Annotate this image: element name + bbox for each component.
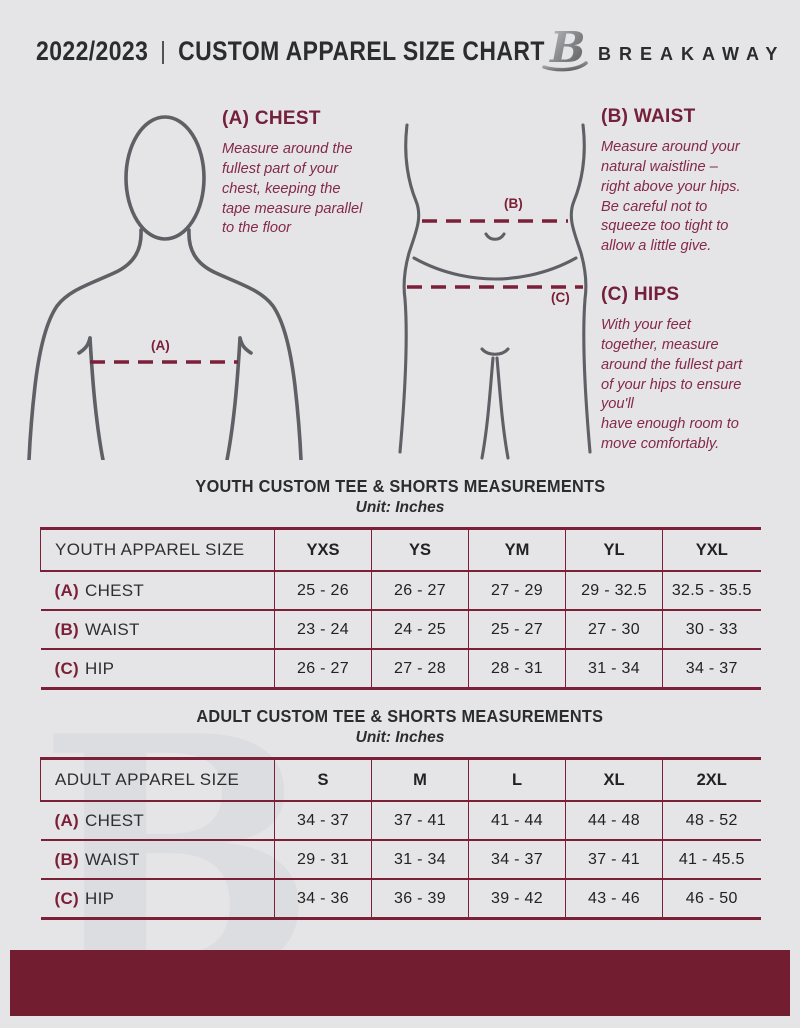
value-cell: 32.5 - 35.5 [662,571,761,611]
value-cell: 25 - 27 [468,610,566,650]
value-cell: 34 - 36 [274,879,372,919]
page-title: 2022/2023 | CUSTOM APPAREL SIZE CHART [36,36,545,67]
adult-table-header-cell: S [274,758,372,802]
chest-figure-illustration [27,115,303,460]
hips-heading: (C) HIPS [601,284,680,305]
table-row: (B) WAIST 29 - 31 31 - 34 34 - 37 37 - 41… [40,840,761,880]
value-cell: 27 - 30 [565,610,663,650]
waist-marker-label: (B) [504,196,523,211]
title-text: CUSTOM APPAREL SIZE CHART [178,36,545,66]
chest-heading: (A) CHEST [222,108,321,129]
value-cell: 44 - 48 [565,801,663,841]
waist-instructions: (B) WAIST Measure around your natural wa… [601,106,786,257]
youth-table-header-row: YOUTH APPAREL SIZE YXS YS YM YL YXL [40,528,761,572]
value-cell: 30 - 33 [662,610,761,650]
value-cell: 27 - 28 [371,649,469,689]
youth-table-header-cell: YXL [662,528,761,572]
value-cell: 34 - 37 [468,840,566,880]
value-cell: 26 - 27 [371,571,469,611]
row-label-cell: (B) WAIST [40,610,275,650]
table-row: (C) HIP 34 - 36 36 - 39 39 - 42 43 - 46 4… [41,879,761,919]
row-label: HIP [85,888,115,908]
breakaway-logo-icon: B [542,23,588,72]
value-cell: 29 - 32.5 [565,571,663,611]
row-label-cell: (A) CHEST [40,801,275,841]
adult-size-table: ADULT APPAREL SIZE S M L XL 2XL (A) CHEST… [40,757,761,920]
waist-heading: (B) WAIST [601,106,696,127]
row-label-cell: (A) CHEST [40,571,275,611]
table-row: (B) WAIST 23 - 24 24 - 25 25 - 27 27 - 30… [40,610,761,650]
value-cell: 25 - 26 [274,571,372,611]
adult-table-header-cell: L [468,758,566,802]
row-label: WAIST [85,849,140,869]
row-label-cell: (C) HIP [41,879,275,919]
value-cell: 48 - 52 [662,801,761,841]
value-cell: 27 - 29 [468,571,566,611]
value-cell: 31 - 34 [371,840,469,880]
row-marker: (C) [54,888,79,908]
row-label: WAIST [85,619,140,639]
waist-description: Measure around your natural waistline – … [601,139,741,255]
row-label: CHEST [85,580,145,600]
youth-table-header-cell: YS [371,528,469,572]
title-year: 2022/2023 [36,36,149,66]
table-row: (C) HIP 26 - 27 27 - 28 28 - 31 31 - 34 3… [41,649,761,689]
row-marker: (B) [54,619,79,639]
row-label: CHEST [85,810,145,830]
value-cell: 24 - 25 [371,610,469,650]
row-label: HIP [85,658,115,678]
value-cell: 31 - 34 [565,649,663,689]
chest-description: Measure around the fullest part of your … [222,141,363,237]
value-cell: 37 - 41 [565,840,663,880]
row-marker: (A) [54,810,79,830]
table-row: (A) CHEST 25 - 26 26 - 27 27 - 29 29 - 32… [40,571,761,611]
adult-section-unit: Unit: Inches [355,729,445,746]
value-cell: 39 - 42 [468,879,566,919]
chest-marker-label: (A) [151,338,170,353]
table-row: (A) CHEST 34 - 37 37 - 41 41 - 44 44 - 48… [40,801,761,841]
row-label-cell: (C) HIP [41,649,275,689]
youth-size-table: YOUTH APPAREL SIZE YXS YS YM YL YXL (A) C… [40,527,761,690]
youth-table-header-cell: YOUTH APPAREL SIZE [40,528,275,572]
youth-table-header-cell: YL [565,528,663,572]
brand-name: BREAKAWAY [598,44,786,64]
value-cell: 36 - 39 [371,879,469,919]
youth-table-header-cell: YXS [274,528,372,572]
hips-description: With your feet together, measure around … [601,317,743,453]
value-cell: 29 - 31 [274,840,372,880]
adult-table-header-cell: XL [565,758,663,802]
hips-marker-label: (C) [551,290,570,305]
title-separator: | [160,37,167,65]
youth-section-unit: Unit: Inches [355,499,445,516]
row-marker: (A) [54,580,79,600]
adult-section-title: ADULT CUSTOM TEE & SHORTS MEASUREMENTS [196,706,604,726]
value-cell: 23 - 24 [274,610,372,650]
value-cell: 41 - 44 [468,801,566,841]
footer-accent-bar [10,950,790,1016]
adult-table-header-cell: ADULT APPAREL SIZE [40,758,275,802]
youth-table-header-cell: YM [468,528,566,572]
adult-table-header-cell: 2XL [662,758,761,802]
hips-instructions: (C) HIPS With your feet together, measur… [601,284,791,455]
waist-hips-figure-illustration [398,123,592,460]
youth-section-title: YOUTH CUSTOM TEE & SHORTS MEASUREMENTS [195,476,605,496]
value-cell: 26 - 27 [274,649,372,689]
adult-table-header-row: ADULT APPAREL SIZE S M L XL 2XL [40,758,761,802]
value-cell: 34 - 37 [662,649,761,689]
value-cell: 34 - 37 [274,801,372,841]
row-marker: (B) [54,849,79,869]
value-cell: 41 - 45.5 [662,840,761,880]
value-cell: 43 - 46 [565,879,663,919]
adult-table-header-cell: M [371,758,469,802]
row-marker: (C) [54,658,79,678]
value-cell: 28 - 31 [468,649,566,689]
svg-text:B: B [549,23,586,72]
chest-instructions: (A) CHEST Measure around the fullest par… [222,108,417,239]
row-label-cell: (B) WAIST [40,840,275,880]
value-cell: 46 - 50 [662,879,761,919]
value-cell: 37 - 41 [371,801,469,841]
